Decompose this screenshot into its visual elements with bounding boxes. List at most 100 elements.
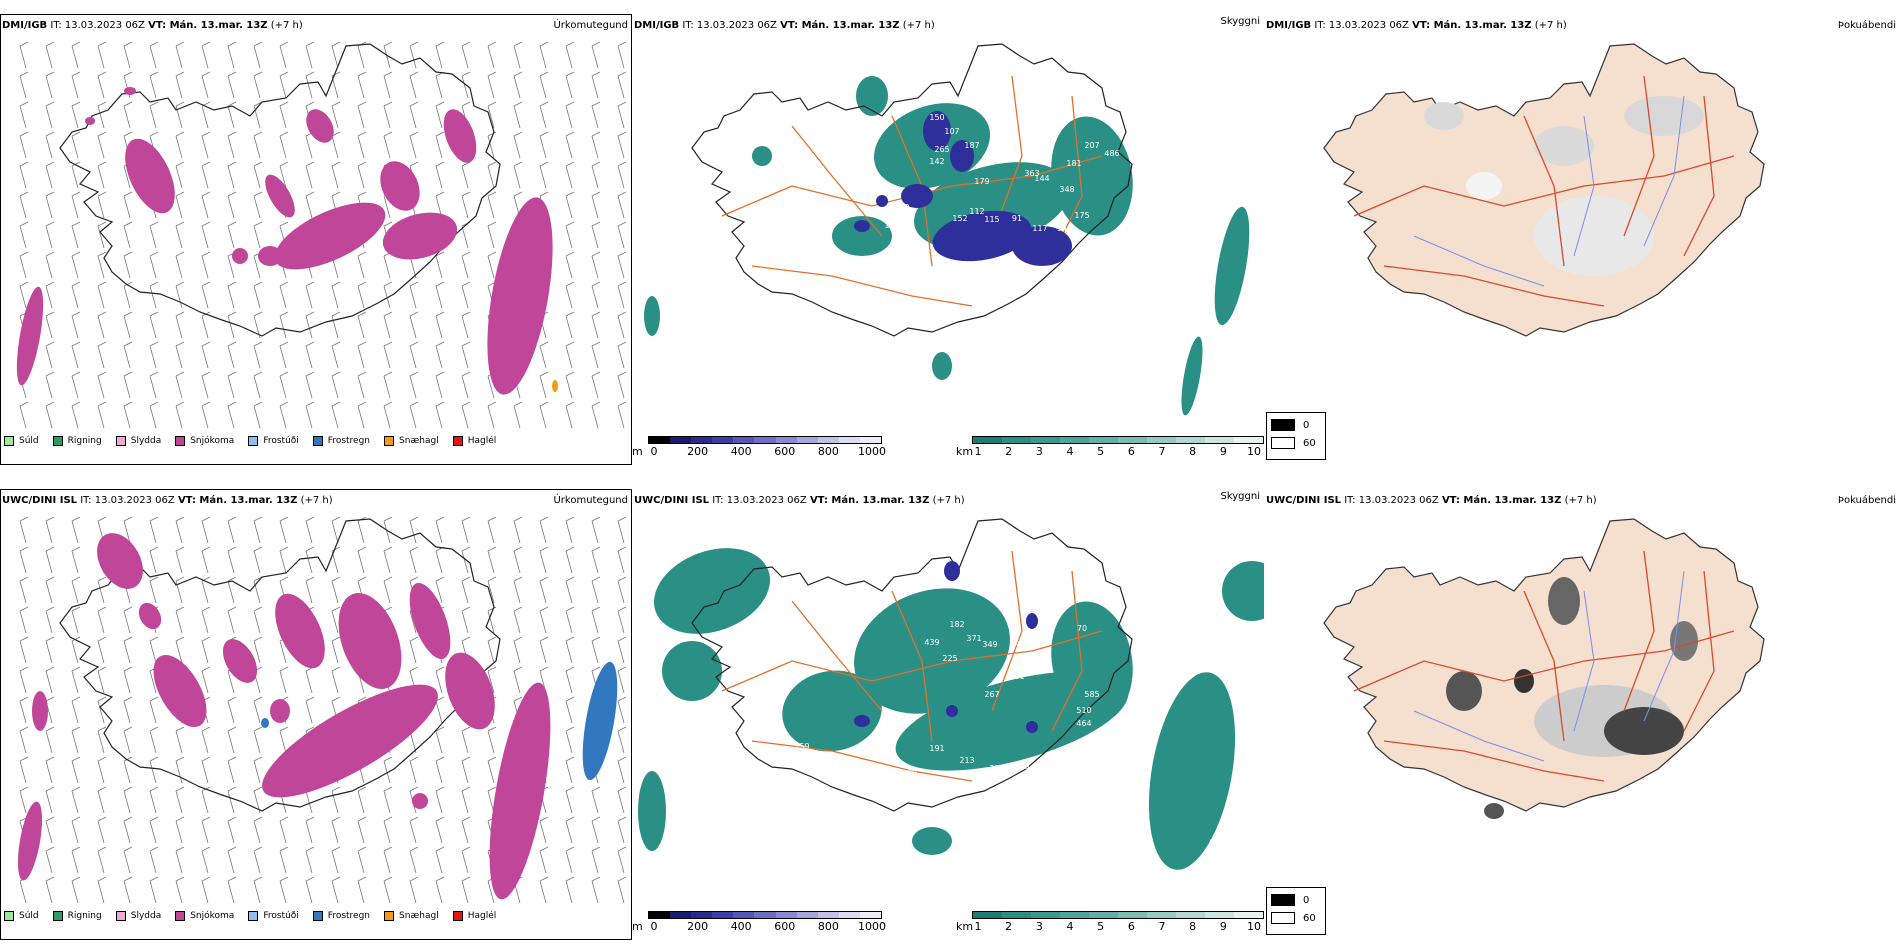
wind-barb [591,41,601,69]
wind-barb [409,101,419,129]
wind-barb [123,726,133,754]
wind-barb [565,876,575,904]
wind-barb [149,341,159,369]
cloud-base-label: 213 [959,756,974,765]
wind-barb [617,846,627,874]
wind-barb [461,41,471,69]
snow-area [443,109,477,163]
scale-bar [972,911,1264,919]
wind-barb [409,371,419,399]
low-cloud-base-area [1026,613,1038,629]
wind-barb [409,516,419,544]
fog-map [1323,43,1765,337]
lead-time: (+7 h) [1534,20,1567,31]
wind-barb [617,71,627,99]
wind-barb [19,666,29,694]
scale-tick-label: 6 [1127,920,1135,933]
wind-barb [565,161,575,189]
wind-barb [123,371,133,399]
wind-barb [149,786,159,814]
wind-barb [253,756,263,784]
wind-barb [45,311,55,339]
cloud-base-label: 230 [924,284,939,293]
iceland-outline [59,43,501,337]
wind-barb [123,696,133,724]
panel-title: Skyggni [1220,491,1260,502]
wind-barb [45,576,55,604]
fog-area [1534,196,1654,276]
panel-title: Úrkomutegund [553,20,628,31]
wind-barb [461,726,471,754]
wind-barb [227,191,237,219]
cloud-base-label: 136 [1029,115,1044,124]
wind-barb [45,726,55,754]
wind-barb [253,221,263,249]
wind-barb [513,546,523,574]
wind-barb [71,606,81,634]
wind-barb [253,131,263,159]
scale-unit: km [956,445,974,458]
wind-barb [201,221,211,249]
wind-barb [357,816,367,844]
wind-barb [71,101,81,129]
wind-barb [201,341,211,369]
wind-barb [175,401,185,429]
wind-barb [149,71,159,99]
scale-tick-label: 8 [1189,920,1197,933]
wind-barb [617,816,627,844]
fog-legend-swatch [1271,437,1295,449]
wind-barb [591,161,601,189]
wind-barb [97,101,107,129]
legend-item: Snæhagl [384,436,439,446]
wind-barb [331,341,341,369]
wind-barb [71,371,81,399]
wind-barb [227,546,237,574]
snow-area [270,699,290,723]
wind-barb [253,516,263,544]
wind-barb [279,876,289,904]
wind-barb [201,191,211,219]
wind-barb [591,636,601,664]
snow-area [382,212,458,260]
wind-barb [487,756,497,784]
scale-step [754,912,776,918]
wind-barb [19,191,29,219]
wind-barb [305,371,315,399]
wind-barb [201,606,211,634]
low-cloud-base-area [923,111,951,151]
wind-barb [539,846,549,874]
snow-grains-area [552,380,558,392]
fog-area [1604,707,1684,755]
wind-barb [279,131,289,159]
cloud-base-label: 225 [942,654,957,663]
wind-barb [175,41,185,69]
legend-swatch [115,911,126,921]
wind-barb [175,221,185,249]
wind-barb [123,311,133,339]
scale-step [1118,912,1147,918]
wind-barb [45,41,55,69]
wind-barb [305,401,315,429]
visibility-panel: DMI/IGB IT: 13.03.2023 06Z VT: Mán. 13.m… [632,0,1264,475]
fog-legend-label: 0 [1303,894,1310,906]
wind-barb [97,786,107,814]
wind-barb [253,281,263,309]
wind-barb [591,786,601,814]
fog-legend-row: 0 [1271,419,1321,431]
wind-barb [305,846,315,874]
wind-barb [175,786,185,814]
wind-barb [45,251,55,279]
wind-barb [123,756,133,784]
wind-barb [539,401,549,429]
wind-barb [97,161,107,189]
cloud-base-label: 882 [1204,878,1219,887]
wind-barb [45,341,55,369]
wind-barb [149,636,159,664]
scale-step [712,912,734,918]
wind-barb [305,161,315,189]
wind-barb [331,311,341,339]
wind-barb [461,786,471,814]
legend-item: Slydda [115,911,161,921]
wind-barb [227,696,237,724]
wind-barb [617,131,627,159]
